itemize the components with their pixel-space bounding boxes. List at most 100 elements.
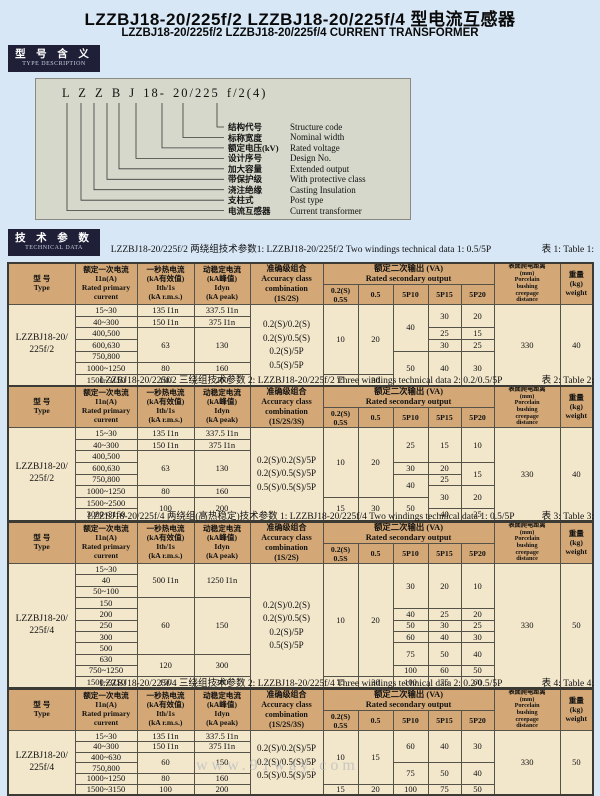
- data-cell: 10: [322, 427, 359, 498]
- data-cell: 25: [427, 327, 462, 340]
- column-header-cell: 准确级组合 Accuracy class combination (1S/2S): [249, 521, 324, 565]
- data-cell: 150 I1n: [136, 740, 195, 753]
- data-cell: 15~30: [74, 304, 138, 317]
- data-cell: 60: [460, 676, 495, 689]
- column-header-cell: 一秒热电流 (kA有效值) Ith/1s (kA r.m.s.): [136, 688, 195, 732]
- column-header-cell: 5P20: [460, 543, 495, 565]
- diagram-label-cn: 加大容量: [228, 163, 263, 174]
- data-cell: 50: [392, 619, 429, 632]
- diagram-label-en: Design No.: [290, 153, 331, 164]
- column-header-cell: 5P15: [427, 543, 462, 565]
- data-cell: 330: [493, 304, 561, 387]
- badge-type-description: 型 号 含 义 TYPE DESCRIPTION: [8, 45, 100, 72]
- data-cell: 1250 I1n: [193, 563, 251, 599]
- diagram-label-row: 额定电压(kV) Rated voltage: [228, 143, 340, 153]
- data-cell: 20: [460, 304, 495, 329]
- data-cell: 375 I1n: [193, 740, 251, 753]
- diagram-label-en: Casting Insulation: [290, 184, 356, 195]
- data-cell: 40: [460, 762, 495, 785]
- badge-technical-data-en: TECHNICAL DATA: [25, 244, 83, 251]
- table-row: 3000~3150 40 25: [8, 508, 593, 522]
- data-cell: 150: [136, 676, 195, 689]
- data-cell: 630: [74, 653, 138, 666]
- column-header-cell: 额定二次输出 (VA) Rated secondary output: [322, 385, 495, 409]
- data-cell: 200: [193, 373, 251, 387]
- data-cell: 10: [322, 304, 359, 375]
- column-header-cell: 0.2(S) 0.5S: [322, 407, 359, 429]
- data-cell: 60: [427, 664, 462, 678]
- table-row: 750,800 50 40 30: [8, 350, 593, 387]
- table-row: 200 40 25 20: [8, 608, 593, 621]
- data-cell: 20: [357, 563, 394, 678]
- type-code-diagram: L Z Z B J 18- 20/225 f/2(4) 结构代号 Structur…: [35, 78, 411, 220]
- data-cell: 30: [427, 304, 462, 329]
- diagram-label-row: 浇注绝缘 Casting Insulation: [228, 185, 356, 195]
- data-cell: 60: [136, 597, 195, 655]
- table2-ref: 表 2: Table 2:: [541, 376, 594, 386]
- data-cell: 750,800: [74, 473, 138, 487]
- data-cell: 337.5 I1n: [193, 304, 251, 317]
- data-cell: 750~1250: [74, 664, 138, 678]
- data-cell: 150: [193, 751, 251, 774]
- column-header-cell: 一秒热电流 (kA有效值) Ith/1s (kA r.m.s.): [136, 385, 195, 429]
- table4-ref: 表 4: Table 4:: [541, 679, 594, 689]
- data-cell: 200: [193, 496, 251, 522]
- data-cell: 20: [460, 485, 495, 510]
- data-cell: 600,630: [74, 338, 138, 352]
- column-header-cell: 5P20: [460, 284, 495, 306]
- table3-ref: 表 3: Table 3:: [541, 512, 594, 522]
- data-cell: 100: [392, 664, 429, 678]
- column-header-cell: 动稳定电流 (kA峰值) Idyn (kA peak): [193, 385, 251, 429]
- data-cell: 30: [427, 619, 462, 632]
- data-cell: 10: [322, 563, 359, 678]
- data-cell: LZZBJ18-20/ 225f/4: [7, 563, 76, 689]
- data-cell: 130: [193, 450, 251, 487]
- column-header-cell: 表面爬电距离 (mm) Porcelain bushing creepage d…: [493, 385, 561, 429]
- data-cell: 200: [74, 608, 138, 621]
- column-header-cell: 重量 (kg) weight: [559, 688, 594, 732]
- data-cell: 10: [460, 427, 495, 463]
- data-cell: 20: [427, 563, 462, 610]
- data-cell: 60: [392, 630, 429, 644]
- data-cell: 135 I1n: [136, 304, 195, 317]
- diagram-label-cn: 结构代号: [228, 122, 263, 132]
- column-header-cell: 额定二次输出 (VA) Rated secondary output: [322, 262, 495, 286]
- data-cell: 300: [193, 653, 251, 678]
- data-cell: 40: [427, 350, 462, 387]
- data-cell: 10: [460, 563, 495, 610]
- table-row: 750~1250 100 60 50: [8, 664, 593, 678]
- table3-caption: LZZBJ18-20/225f/4 两绕组(高热稳定)技术参数 1: LZZBJ…: [8, 508, 594, 522]
- diagram-label-cn: 浇注绝缘: [228, 184, 263, 195]
- diagram-label-en: With protective class: [290, 174, 366, 185]
- diagram-label-row: 结构代号 Structure code: [228, 122, 342, 132]
- model-code: L Z Z B J 18- 20/225 f/2(4): [62, 86, 268, 100]
- data-cell: 30: [460, 630, 495, 644]
- data-cell: 40~300: [74, 438, 138, 452]
- data-cell: 330: [493, 563, 561, 689]
- data-cell: 30: [357, 496, 394, 522]
- data-cell: 63: [136, 327, 195, 364]
- badge-technical-data-cn: 技 术 参 数: [15, 233, 93, 245]
- badge-technical-data: 技 术 参 数 TECHNICAL DATA: [8, 229, 100, 256]
- data-cell: 15~30: [74, 730, 138, 742]
- data-cell: 375 I1n: [193, 438, 251, 452]
- data-cell: 40: [427, 730, 462, 764]
- data-cell: 135 I1n: [136, 427, 195, 440]
- data-cell: 200: [193, 783, 251, 796]
- data-cell: 30: [392, 461, 429, 475]
- data-cell: 60: [392, 730, 429, 764]
- data-cell: 50: [460, 664, 495, 678]
- watermark-text: www.91way.com: [196, 757, 359, 774]
- data-cell: 150: [74, 597, 138, 610]
- data-cell: 40: [559, 304, 594, 387]
- data-cell: 15~30: [74, 427, 138, 440]
- column-header-cell: 型 号 Type: [7, 385, 76, 429]
- data-cell: 300: [74, 630, 138, 644]
- data-cell: 100: [136, 496, 195, 522]
- data-cell: 40: [392, 608, 429, 621]
- table-row: 500 75 50 40: [8, 642, 593, 666]
- column-header-cell: 表面爬电距离 (mm) Porcelain bushing creepage d…: [493, 521, 561, 565]
- table1-ref: 表 1: Table 1:: [541, 245, 594, 255]
- data-cell: 330: [493, 427, 561, 522]
- data-cell: 30: [460, 730, 495, 764]
